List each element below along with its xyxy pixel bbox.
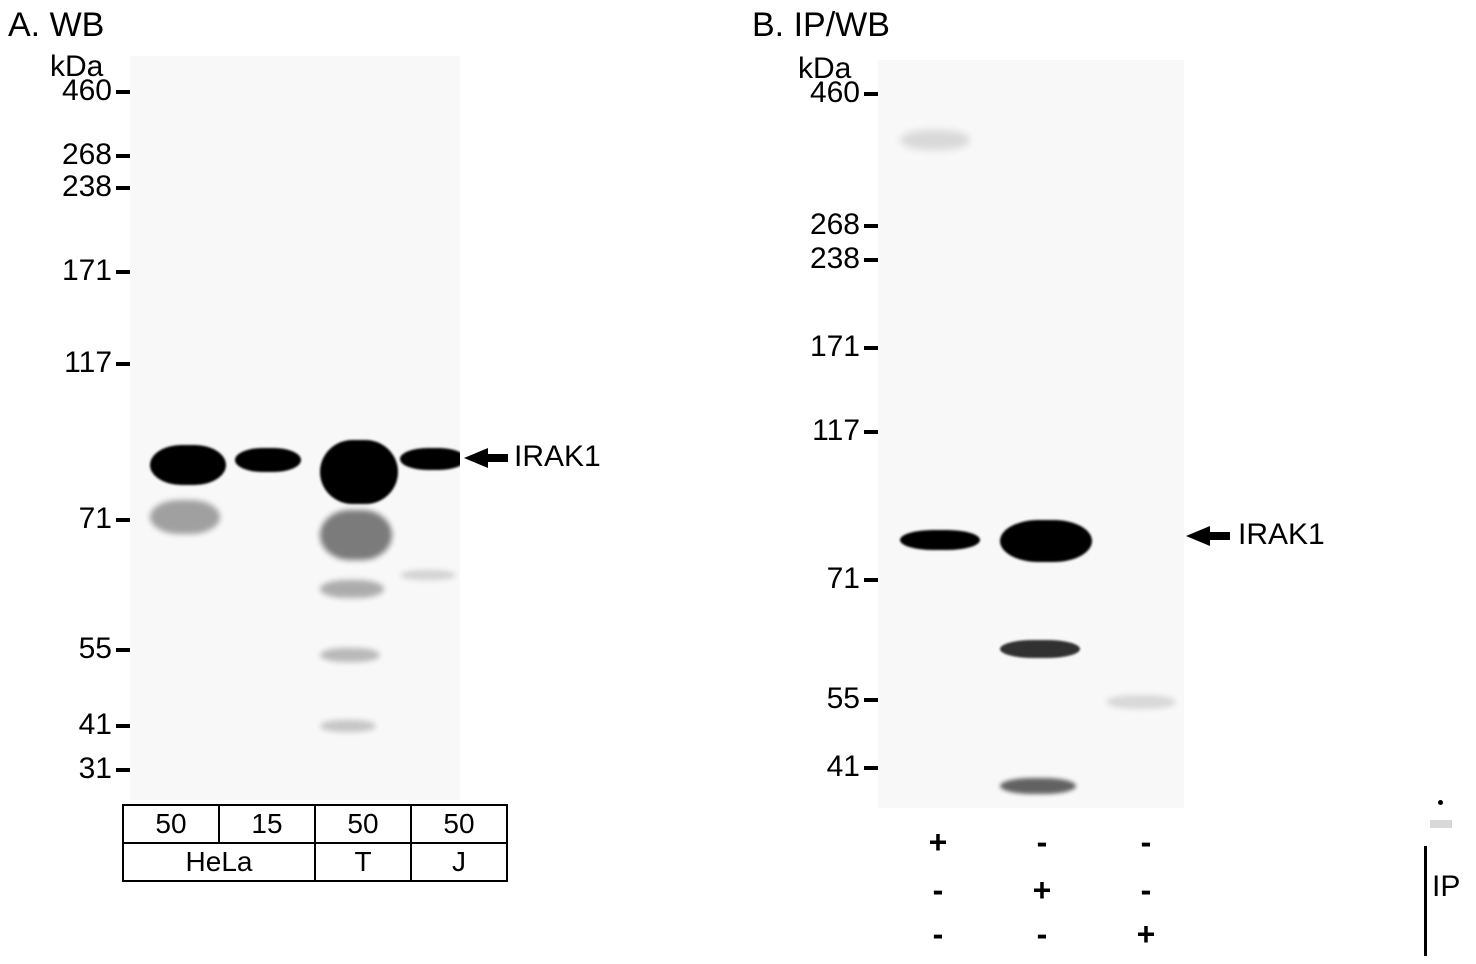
panel-a-band-9 [400,570,456,580]
panel-a-marker-71: 71 [42,502,112,536]
lane-load-0: 50 [123,805,219,843]
panel-a-marker-238: 238 [42,170,112,204]
panel-b-marker-268: 268 [790,208,860,242]
panel-a-marker-31: 31 [42,752,112,786]
panel-b-tick-55 [864,698,878,702]
ip-sym-r2-c1: - [1022,916,1062,953]
panel-a-arrow-shaft [486,454,508,462]
panel-b-protein-label: IRAK1 [1238,518,1325,552]
panel-b-title: B. IP/WB [752,6,890,45]
panel-a-tick-268 [116,154,130,158]
panel-b-tick-238 [864,258,878,262]
panel-a-title: A. WB [8,6,104,45]
panel-b-marker-41: 41 [790,750,860,784]
ip-label: IP [1432,870,1460,904]
panel-a-band-0 [150,445,226,485]
ip-sym-r2-c2: + [1126,916,1166,953]
lane-load-1: 15 [219,805,315,843]
ip-sym-r2-c0: - [918,916,958,953]
panel-a-band-1 [235,448,301,472]
lane-sample-0: HeLa [123,843,315,881]
panel-b-blot [878,60,1184,808]
panel-a-marker-41: 41 [42,708,112,742]
ip-sym-r1-c0: - [918,872,958,909]
panel-b-arrow-head [1186,526,1210,546]
panel-a-tick-31 [116,768,130,772]
panel-a-band-7 [320,648,380,662]
panel-a-marker-460: 460 [42,74,112,108]
ip-sym-r0-c1: - [1022,824,1062,861]
panel-a-lane-table: 50155050HeLaTJ [122,804,508,882]
panel-b-tick-171 [864,346,878,350]
lane-sample-2: J [411,843,507,881]
panel-a-marker-268: 268 [42,138,112,172]
panel-b-band-2 [1000,640,1080,658]
panel-b-marker-71: 71 [790,562,860,596]
panel-b-tick-41 [864,766,878,770]
panel-b-band-0 [900,530,980,550]
panel-b-marker-117: 117 [790,414,860,448]
panel-b-marker-460: 460 [790,76,860,110]
lane-load-3: 50 [411,805,507,843]
panel-a-tick-55 [116,648,130,652]
panel-a-tick-460 [116,90,130,94]
panel-a-band-8 [320,720,376,732]
panel-a-band-2 [320,440,398,504]
panel-a-tick-71 [116,518,130,522]
panel-a-tick-238 [116,186,130,190]
panel-b-tick-268 [864,224,878,228]
ip-sym-r1-c2: - [1126,872,1166,909]
ip-sym-r1-c1: + [1022,872,1062,909]
panel-b-marker-238: 238 [790,242,860,276]
panel-b-tick-117 [864,430,878,434]
lane-load-2: 50 [315,805,411,843]
panel-a-tick-117 [116,362,130,366]
panel-b-marker-55: 55 [790,682,860,716]
lane-sample-1: T [315,843,411,881]
panel-a-marker-55: 55 [42,632,112,666]
panel-b-arrow-shaft [1208,532,1230,540]
panel-a-arrow-head [464,448,488,468]
panel-a-band-4 [150,500,220,534]
panel-a-tick-41 [116,724,130,728]
panel-a-tick-171 [116,270,130,274]
small-dot [1438,800,1443,805]
panel-b-marker-171: 171 [790,330,860,364]
panel-a-band-6 [320,580,384,598]
panel-b-band-5 [1106,695,1176,709]
panel-b-tick-460 [864,92,878,96]
panel-a-band-3 [400,448,460,470]
panel-b-tick-71 [864,578,878,582]
panel-a-marker-117: 117 [42,346,112,380]
grey-dash [1430,820,1452,828]
ip-sym-r0-c0: + [918,824,958,861]
ip-bracket-bar [1424,846,1427,956]
panel-b-band-4 [900,130,970,150]
panel-a-blot [130,56,460,800]
ip-sym-r0-c2: - [1126,824,1166,861]
panel-a-band-5 [320,510,392,560]
panel-b-band-3 [1000,778,1076,794]
panel-b-band-1 [1000,520,1092,562]
panel-a-marker-171: 171 [42,254,112,288]
panel-a-protein-label: IRAK1 [514,440,601,474]
